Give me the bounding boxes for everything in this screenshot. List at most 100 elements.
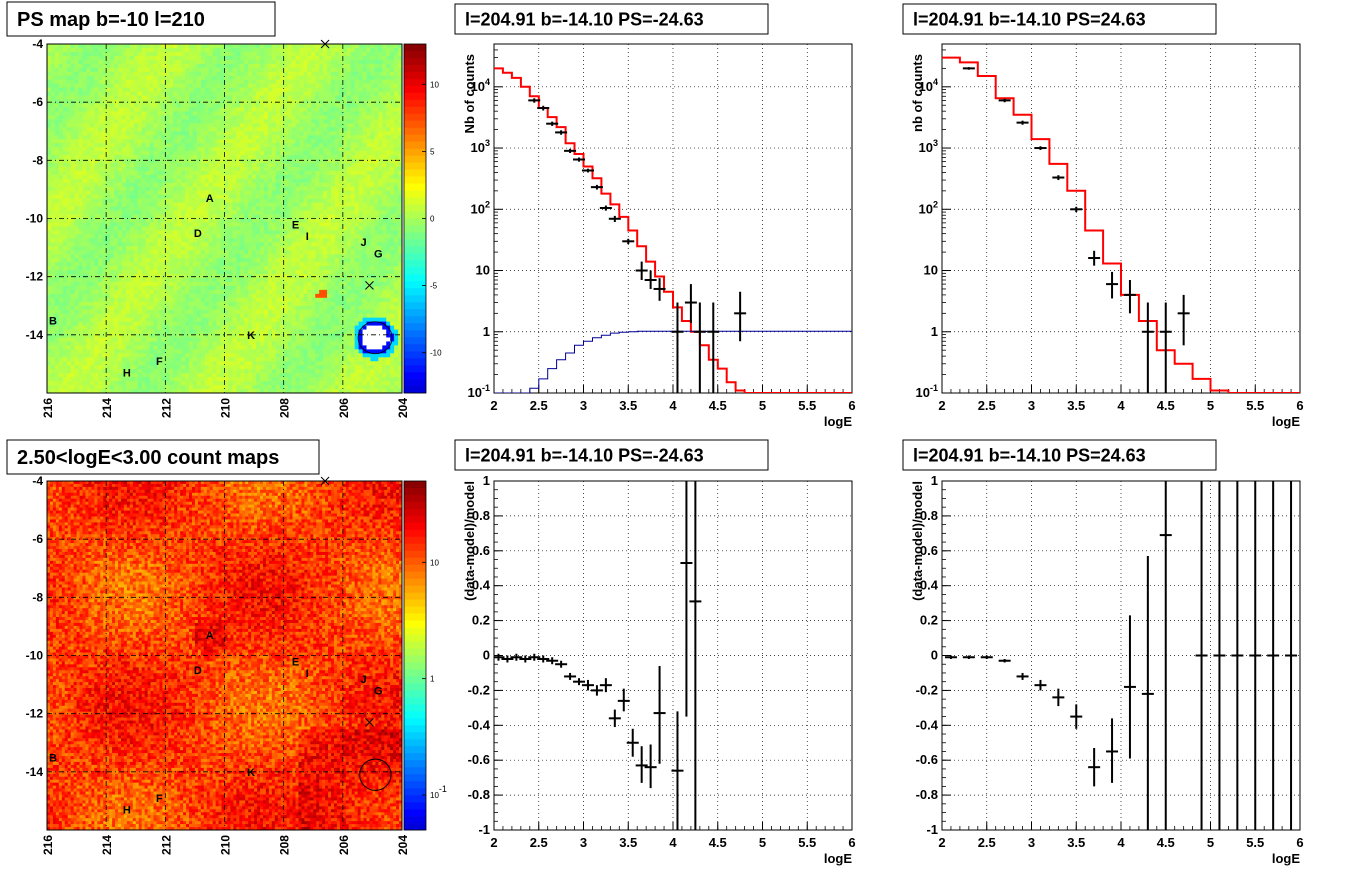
heatmap-cell (204, 258, 210, 263)
heatmap-cell (70, 79, 76, 85)
heatmap-cell (374, 143, 379, 148)
heatmap-cell (110, 83, 115, 89)
heatmap-cell (82, 87, 87, 92)
heatmap-cell (236, 210, 241, 215)
heatmap-cell (189, 242, 194, 247)
heatmap-cell (189, 95, 194, 100)
heatmap-cell (204, 147, 210, 152)
heatmap-cell (90, 75, 95, 81)
heatmap-cell (189, 107, 194, 112)
heatmap-cell (47, 178, 52, 184)
heatmap-cell (70, 218, 76, 223)
heatmap-cell (90, 178, 95, 184)
heatmap-cell (275, 44, 281, 49)
heatmap-cell (232, 214, 237, 219)
heatmap-cell (204, 159, 210, 164)
heatmap-cell (287, 170, 292, 176)
heatmap-cell (374, 75, 379, 81)
heatmap-cell (86, 170, 91, 176)
heatmap-cell (50, 131, 56, 136)
heatmap-cell (94, 170, 99, 176)
heatmap-cell (315, 202, 320, 208)
heatmap-cell (295, 238, 300, 243)
heatmap-cell (350, 162, 356, 168)
heatmap-cell (78, 222, 83, 227)
heatmap-cell (267, 67, 273, 73)
heatmap-cell (145, 143, 150, 148)
heatmap-cell (58, 186, 64, 192)
heatmap-cell (185, 67, 190, 73)
heatmap-cell (362, 254, 367, 259)
heatmap-cell (338, 246, 344, 251)
heatmap-cell (70, 55, 76, 61)
heatmap-cell (350, 230, 356, 235)
heatmap-cell (173, 254, 178, 259)
heatmap-cell (260, 162, 265, 168)
heatmap-cell (74, 214, 79, 219)
heatmap-cell (200, 59, 206, 65)
heatmap-cell (252, 67, 257, 73)
heatmap-cell (382, 210, 387, 215)
heatmap-cell (240, 95, 245, 100)
heatmap-cell (106, 230, 111, 235)
heatmap-cell (74, 71, 79, 77)
heatmap-cell (74, 155, 79, 160)
heatmap-cell (370, 210, 375, 215)
heatmap-cell (165, 234, 170, 239)
heatmap-cell (260, 214, 265, 219)
heatmap-cell (118, 75, 123, 81)
heatmap-cell (260, 75, 265, 81)
heatmap-cell (275, 254, 281, 259)
heatmap-cell (98, 83, 103, 89)
heatmap-cell (370, 174, 375, 180)
heatmap-cell (62, 71, 68, 77)
heatmap-cell (228, 47, 233, 53)
heatmap-cell (161, 166, 166, 172)
heatmap-cell (299, 210, 304, 215)
heatmap-cell (121, 210, 127, 215)
heatmap-cell (121, 103, 127, 108)
heatmap-cell (362, 194, 367, 200)
heatmap-cell (323, 182, 328, 188)
heatmap-cell (54, 55, 60, 61)
heatmap-cell (331, 107, 336, 112)
heatmap-cell (173, 242, 178, 247)
heatmap-cell (177, 242, 182, 247)
heatmap-cell (267, 51, 273, 57)
heatmap-cell (362, 214, 367, 219)
heatmap-cell (256, 250, 261, 255)
heatmap-cell (78, 103, 83, 108)
heatmap-cell (90, 44, 95, 49)
heatmap-cell (390, 115, 395, 120)
heatmap-cell (370, 71, 375, 77)
heatmap-cell (366, 206, 371, 211)
heatmap-cell (275, 91, 281, 96)
heatmap-cell (382, 202, 387, 208)
heatmap-cell (267, 230, 273, 235)
heatmap-cell (346, 206, 352, 211)
heatmap-cell (181, 123, 186, 128)
heatmap-cell (145, 107, 150, 112)
heatmap-cell (311, 75, 316, 81)
heatmap-cell (287, 202, 292, 208)
heatmap-cell (354, 151, 360, 156)
heatmap-cell (54, 155, 60, 160)
heatmap-cell (275, 47, 281, 53)
heatmap-cell (157, 95, 162, 100)
heatmap-cell (177, 198, 182, 204)
heatmap-cell (149, 198, 154, 204)
heatmap-cell (94, 186, 99, 192)
heatmap-cell (244, 51, 249, 57)
heatmap-cell (366, 186, 371, 192)
heatmap-cell (338, 127, 344, 132)
heatmap-cell (114, 170, 119, 176)
heatmap-cell (228, 51, 233, 57)
heatmap-cell (338, 67, 344, 73)
heatmap-cell (299, 151, 304, 156)
heatmap-cell (370, 190, 375, 196)
heatmap-cell (189, 75, 194, 81)
heatmap-cell (161, 127, 166, 132)
heatmap-cell (145, 115, 150, 120)
heatmap-cell (390, 226, 395, 231)
heatmap-cell (370, 91, 375, 96)
